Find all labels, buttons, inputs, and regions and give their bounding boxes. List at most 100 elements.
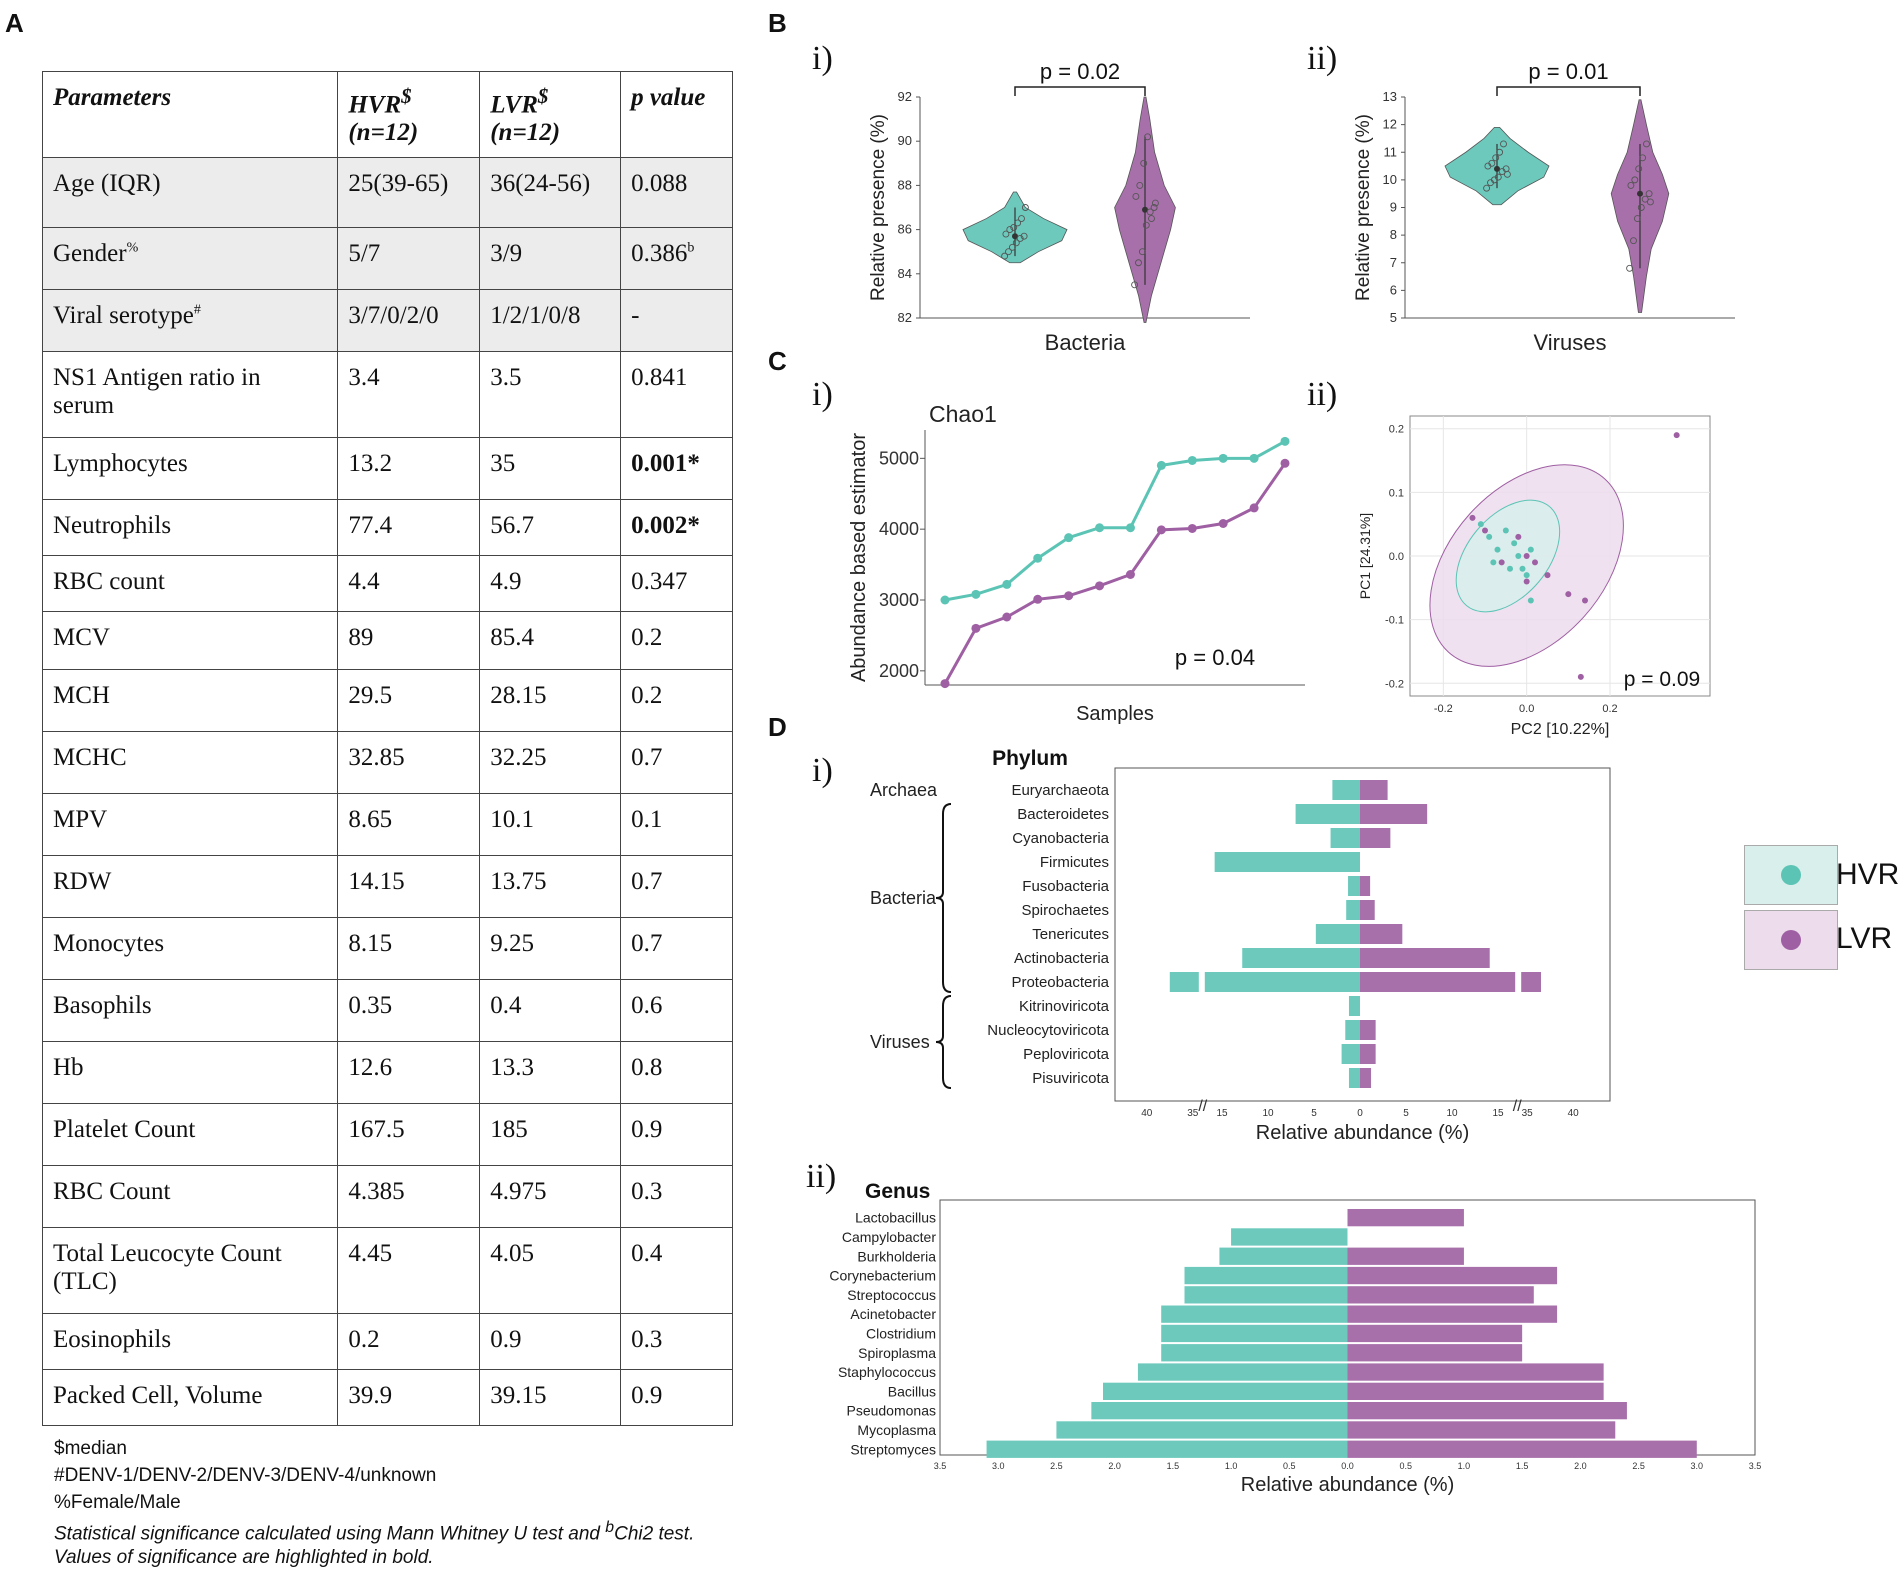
lvr-cell: 10.1: [479, 793, 622, 856]
lvr-cell: 28.15: [479, 669, 622, 732]
series-point: [1187, 523, 1197, 533]
p-value-cell: 0.3: [620, 1313, 733, 1370]
p-value-cell: 0.1: [620, 793, 733, 856]
x-axis-label: Samples: [1076, 703, 1154, 725]
footnote-statistics: Statistical significance calculated usin…: [54, 1519, 695, 1545]
lvr-cell: 3/9: [479, 227, 622, 290]
y-axis-label: Relative presence (%): [1353, 114, 1374, 301]
axis-break-right: [1515, 769, 1522, 1100]
x-tick-label: 0: [1357, 1108, 1363, 1119]
bar-lvr: [1347, 1324, 1523, 1343]
x-tick-label: 2.0: [1108, 1461, 1121, 1471]
y-tick-label: 86: [898, 222, 912, 237]
data-point: [1635, 165, 1643, 173]
data-point: [1151, 199, 1159, 207]
lvr-cell: 39.15: [479, 1369, 622, 1426]
p-value-cell: 0.9: [620, 1103, 733, 1166]
data-point: [1150, 204, 1158, 211]
param-cell: Platelet Count: [41, 1103, 339, 1166]
param-cell: MCHC: [41, 731, 339, 794]
bar-lvr: [1347, 1382, 1604, 1400]
hvr-cell: 3/7/0/2/0: [337, 289, 481, 352]
series-line-hvr: [944, 440, 1286, 602]
chart-title: Genus: [865, 1180, 930, 1203]
scatter-point: [1523, 578, 1530, 585]
x-tick-label: 3.5: [1749, 1461, 1762, 1471]
bar-hvr: [986, 1440, 1348, 1458]
table-row: Viral serotype# 3/7/0/2/0 1/2/1/0/8-: [41, 289, 733, 352]
genus-bar-chart: Lactobacillus Campylobacter Burkholderia Co…: [829, 1180, 1762, 1496]
violin-median: [1012, 233, 1018, 240]
category-label: Peploviricota: [1023, 1046, 1110, 1063]
bar-hvr: [1348, 996, 1360, 1016]
scatter-point: [1519, 565, 1526, 572]
scatter-point: [1498, 559, 1505, 566]
hvr-cell: 25(39-65): [337, 157, 481, 228]
param-cell: Packed Cell, Volume: [41, 1369, 339, 1426]
p-value-cell: 0.002*: [620, 499, 733, 556]
category-label: Clostridium: [866, 1325, 936, 1341]
bar-hvr: [1219, 1247, 1348, 1265]
x-tick-label: 2.5: [1050, 1461, 1063, 1471]
violin-median: [1142, 206, 1148, 213]
category-label: Nucleocytoviricota: [987, 1022, 1109, 1039]
bar-hvr: [1103, 1382, 1348, 1400]
y-axis-label: PC1 [24.31%]: [1357, 513, 1373, 599]
p-value-cell: 0.347: [620, 555, 733, 612]
hvr-cell: 14.15: [337, 855, 481, 918]
bar-hvr: [1242, 948, 1360, 968]
x-tick-label: 3.5: [934, 1461, 947, 1471]
data-point: [1637, 204, 1645, 211]
data-point: [1627, 181, 1635, 189]
data-point: [1142, 221, 1150, 229]
hvr-cell: 89: [337, 611, 481, 670]
y-tick-label: 82: [898, 310, 912, 325]
lvr-cell: 13.75: [479, 855, 622, 918]
x-tick-label: 15: [1216, 1108, 1228, 1119]
violin-median: [1637, 190, 1643, 197]
table-row: Packed Cell, Volume 39.9 39.15 0.9: [41, 1369, 733, 1426]
hvr-cell: 5/7: [337, 227, 481, 290]
bar-lvr: [1360, 804, 1428, 824]
x-tick-label: 10: [1262, 1108, 1274, 1119]
scatter-point: [1486, 533, 1493, 540]
x-tick-label: 2.0: [1574, 1461, 1587, 1471]
group-brace: [935, 803, 952, 993]
category-label: Bacteroidetes: [1017, 806, 1109, 823]
lvr-cell: 13.3: [479, 1041, 622, 1104]
param-cell: RDW: [41, 855, 339, 918]
table-row: Total Leucocyte Count (TLC) 4.45 4.05 0.4: [41, 1227, 733, 1314]
category-label: Lactobacillus: [855, 1210, 936, 1226]
table-row: RDW 14.15 13.75 0.7: [41, 855, 733, 918]
bar-lvr: [1347, 1402, 1627, 1420]
table-row: Neutrophils 77.4 56.7 0.002*: [41, 499, 733, 556]
scatter-point: [1507, 565, 1513, 572]
x-tick-label: 2.5: [1632, 1461, 1645, 1471]
hvr-cell: 77.4: [337, 499, 481, 556]
legend-lvr-dot: [1781, 930, 1801, 950]
group-label: Viruses: [870, 1032, 930, 1052]
data-point: [1488, 159, 1496, 167]
hvr-cell: 4.45: [337, 1227, 481, 1314]
bar-lvr: [1347, 1363, 1604, 1381]
y-tick-label: 2000: [879, 661, 919, 681]
violin-median: [1494, 165, 1500, 172]
bar-hvr: [1346, 900, 1360, 920]
series-point: [1033, 594, 1043, 604]
panel-label-b: B: [768, 8, 787, 38]
y-tick-label: 9: [1390, 200, 1397, 215]
bar-hvr: [1161, 1305, 1348, 1323]
hvr-cell: 29.5: [337, 669, 481, 732]
y-tick-label: 10: [1383, 172, 1397, 187]
bar-hvr: [1214, 852, 1360, 872]
bar-hvr: [1137, 1363, 1348, 1381]
p-value-cell: 0.2: [620, 669, 733, 732]
series-point: [1187, 455, 1197, 465]
bar-hvr: [1161, 1344, 1348, 1362]
group-label: Bacteria: [870, 888, 937, 908]
bar-lvr: [1347, 1421, 1616, 1439]
group-brace: [935, 995, 952, 1089]
scatter-point: [1565, 591, 1572, 598]
bar-hvr: [1161, 1324, 1348, 1343]
table-row: MCHC 32.85 32.25 0.7: [41, 731, 733, 794]
